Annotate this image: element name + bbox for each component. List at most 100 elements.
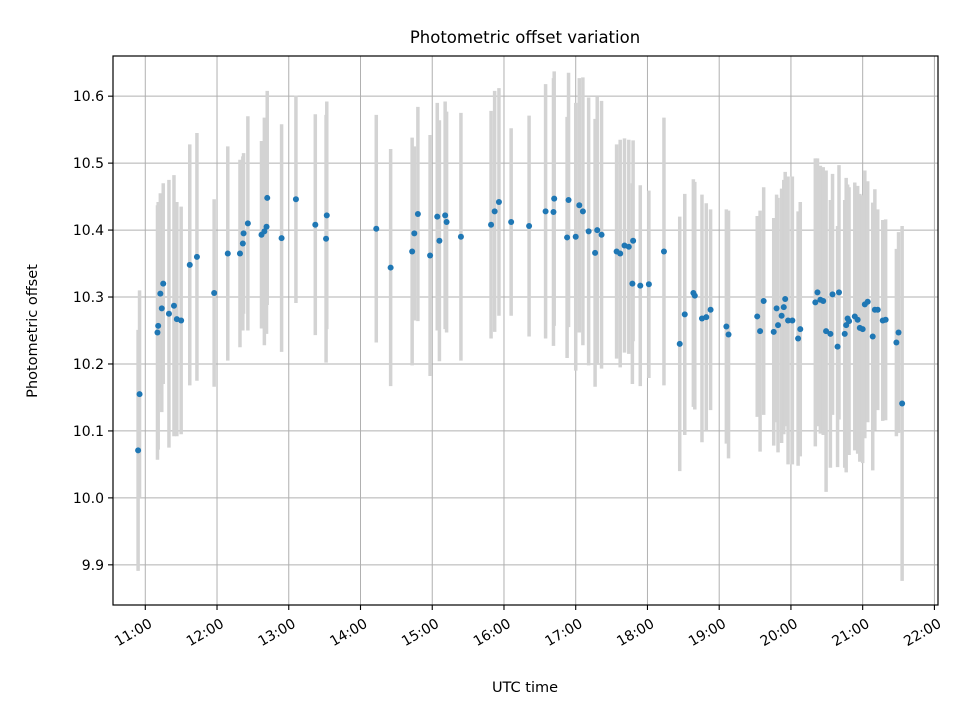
data-point	[823, 328, 830, 335]
data-point	[157, 290, 164, 297]
data-point	[834, 343, 841, 350]
data-point	[240, 230, 247, 237]
data-point	[224, 250, 231, 257]
data-point	[436, 237, 443, 244]
data-point	[703, 314, 710, 321]
data-point	[495, 198, 502, 205]
data-point	[263, 223, 270, 230]
data-point	[211, 290, 218, 297]
data-point	[186, 261, 193, 268]
data-point	[778, 312, 785, 319]
data-point	[564, 234, 571, 241]
data-point	[754, 313, 761, 320]
data-point	[193, 253, 200, 260]
data-point	[154, 329, 161, 336]
data-point	[874, 306, 881, 313]
y-axis-label: Photometric offset	[25, 264, 41, 398]
y-axis-ticks: 9.9 10.0 10.1 10.2 10.3 10.4 10.5 10.6	[73, 89, 113, 574]
data-point	[443, 219, 450, 226]
data-point	[457, 233, 464, 240]
data-point	[551, 195, 558, 202]
data-point	[165, 310, 172, 317]
chart-title: Photometric offset variation	[410, 28, 640, 47]
data-point	[598, 231, 605, 238]
y-tick-label: 10.1	[73, 424, 104, 440]
y-tick-label: 10.4	[73, 223, 104, 239]
data-point	[797, 326, 804, 333]
data-point	[312, 221, 319, 228]
data-point	[387, 264, 394, 271]
data-point	[625, 243, 632, 250]
y-tick-label: 10.6	[73, 89, 104, 105]
x-axis-label: UTC time	[492, 680, 558, 696]
data-point	[160, 280, 167, 287]
data-point	[882, 316, 889, 323]
data-point	[859, 326, 866, 333]
data-point	[236, 250, 243, 257]
data-point	[770, 328, 777, 335]
data-point	[785, 317, 792, 324]
data-point	[812, 299, 819, 306]
data-point	[660, 248, 667, 255]
data-point	[261, 228, 268, 235]
data-point	[239, 240, 246, 247]
data-point	[158, 305, 165, 312]
data-point	[323, 212, 330, 219]
data-point	[434, 213, 441, 220]
data-point	[594, 227, 601, 234]
data-point	[775, 322, 782, 329]
data-point	[782, 296, 789, 303]
y-tick-label: 10.5	[73, 156, 104, 172]
data-point	[854, 316, 861, 323]
data-point	[629, 280, 636, 287]
data-point	[676, 340, 683, 347]
data-point	[565, 196, 572, 203]
data-point	[579, 208, 586, 215]
data-point	[864, 298, 871, 305]
data-point	[820, 298, 827, 305]
data-point	[780, 304, 787, 311]
data-point	[542, 208, 549, 215]
data-point	[841, 330, 848, 337]
data-point	[244, 220, 251, 227]
data-point	[814, 289, 821, 296]
data-point	[491, 208, 498, 215]
data-point	[645, 281, 652, 288]
data-point	[869, 333, 876, 340]
data-point	[409, 248, 416, 255]
data-point	[442, 212, 449, 219]
data-point	[427, 252, 434, 259]
data-point	[508, 219, 515, 226]
data-point	[630, 237, 637, 244]
data-point	[170, 302, 177, 309]
data-point	[278, 235, 285, 242]
data-points	[135, 194, 906, 454]
data-point	[899, 400, 906, 407]
y-tick-label: 10.2	[73, 357, 104, 373]
data-point	[895, 329, 902, 336]
y-tick-label: 9.9	[82, 558, 104, 574]
data-point	[414, 211, 421, 218]
data-point	[829, 291, 836, 298]
data-point	[178, 317, 185, 324]
data-point	[323, 235, 330, 242]
data-point	[373, 225, 380, 232]
data-point	[846, 318, 853, 325]
data-point	[617, 250, 624, 257]
y-tick-label: 10.0	[73, 491, 104, 507]
data-point	[292, 196, 299, 203]
data-point	[135, 447, 142, 454]
data-point	[691, 292, 698, 299]
data-point	[576, 202, 583, 209]
data-point	[411, 230, 418, 237]
data-point	[757, 328, 764, 335]
data-point	[585, 228, 592, 235]
data-point	[592, 249, 599, 256]
data-point	[725, 331, 732, 338]
data-point	[795, 335, 802, 342]
data-point	[789, 317, 796, 324]
data-point	[572, 233, 579, 240]
data-point	[827, 330, 834, 337]
data-point	[893, 339, 900, 346]
